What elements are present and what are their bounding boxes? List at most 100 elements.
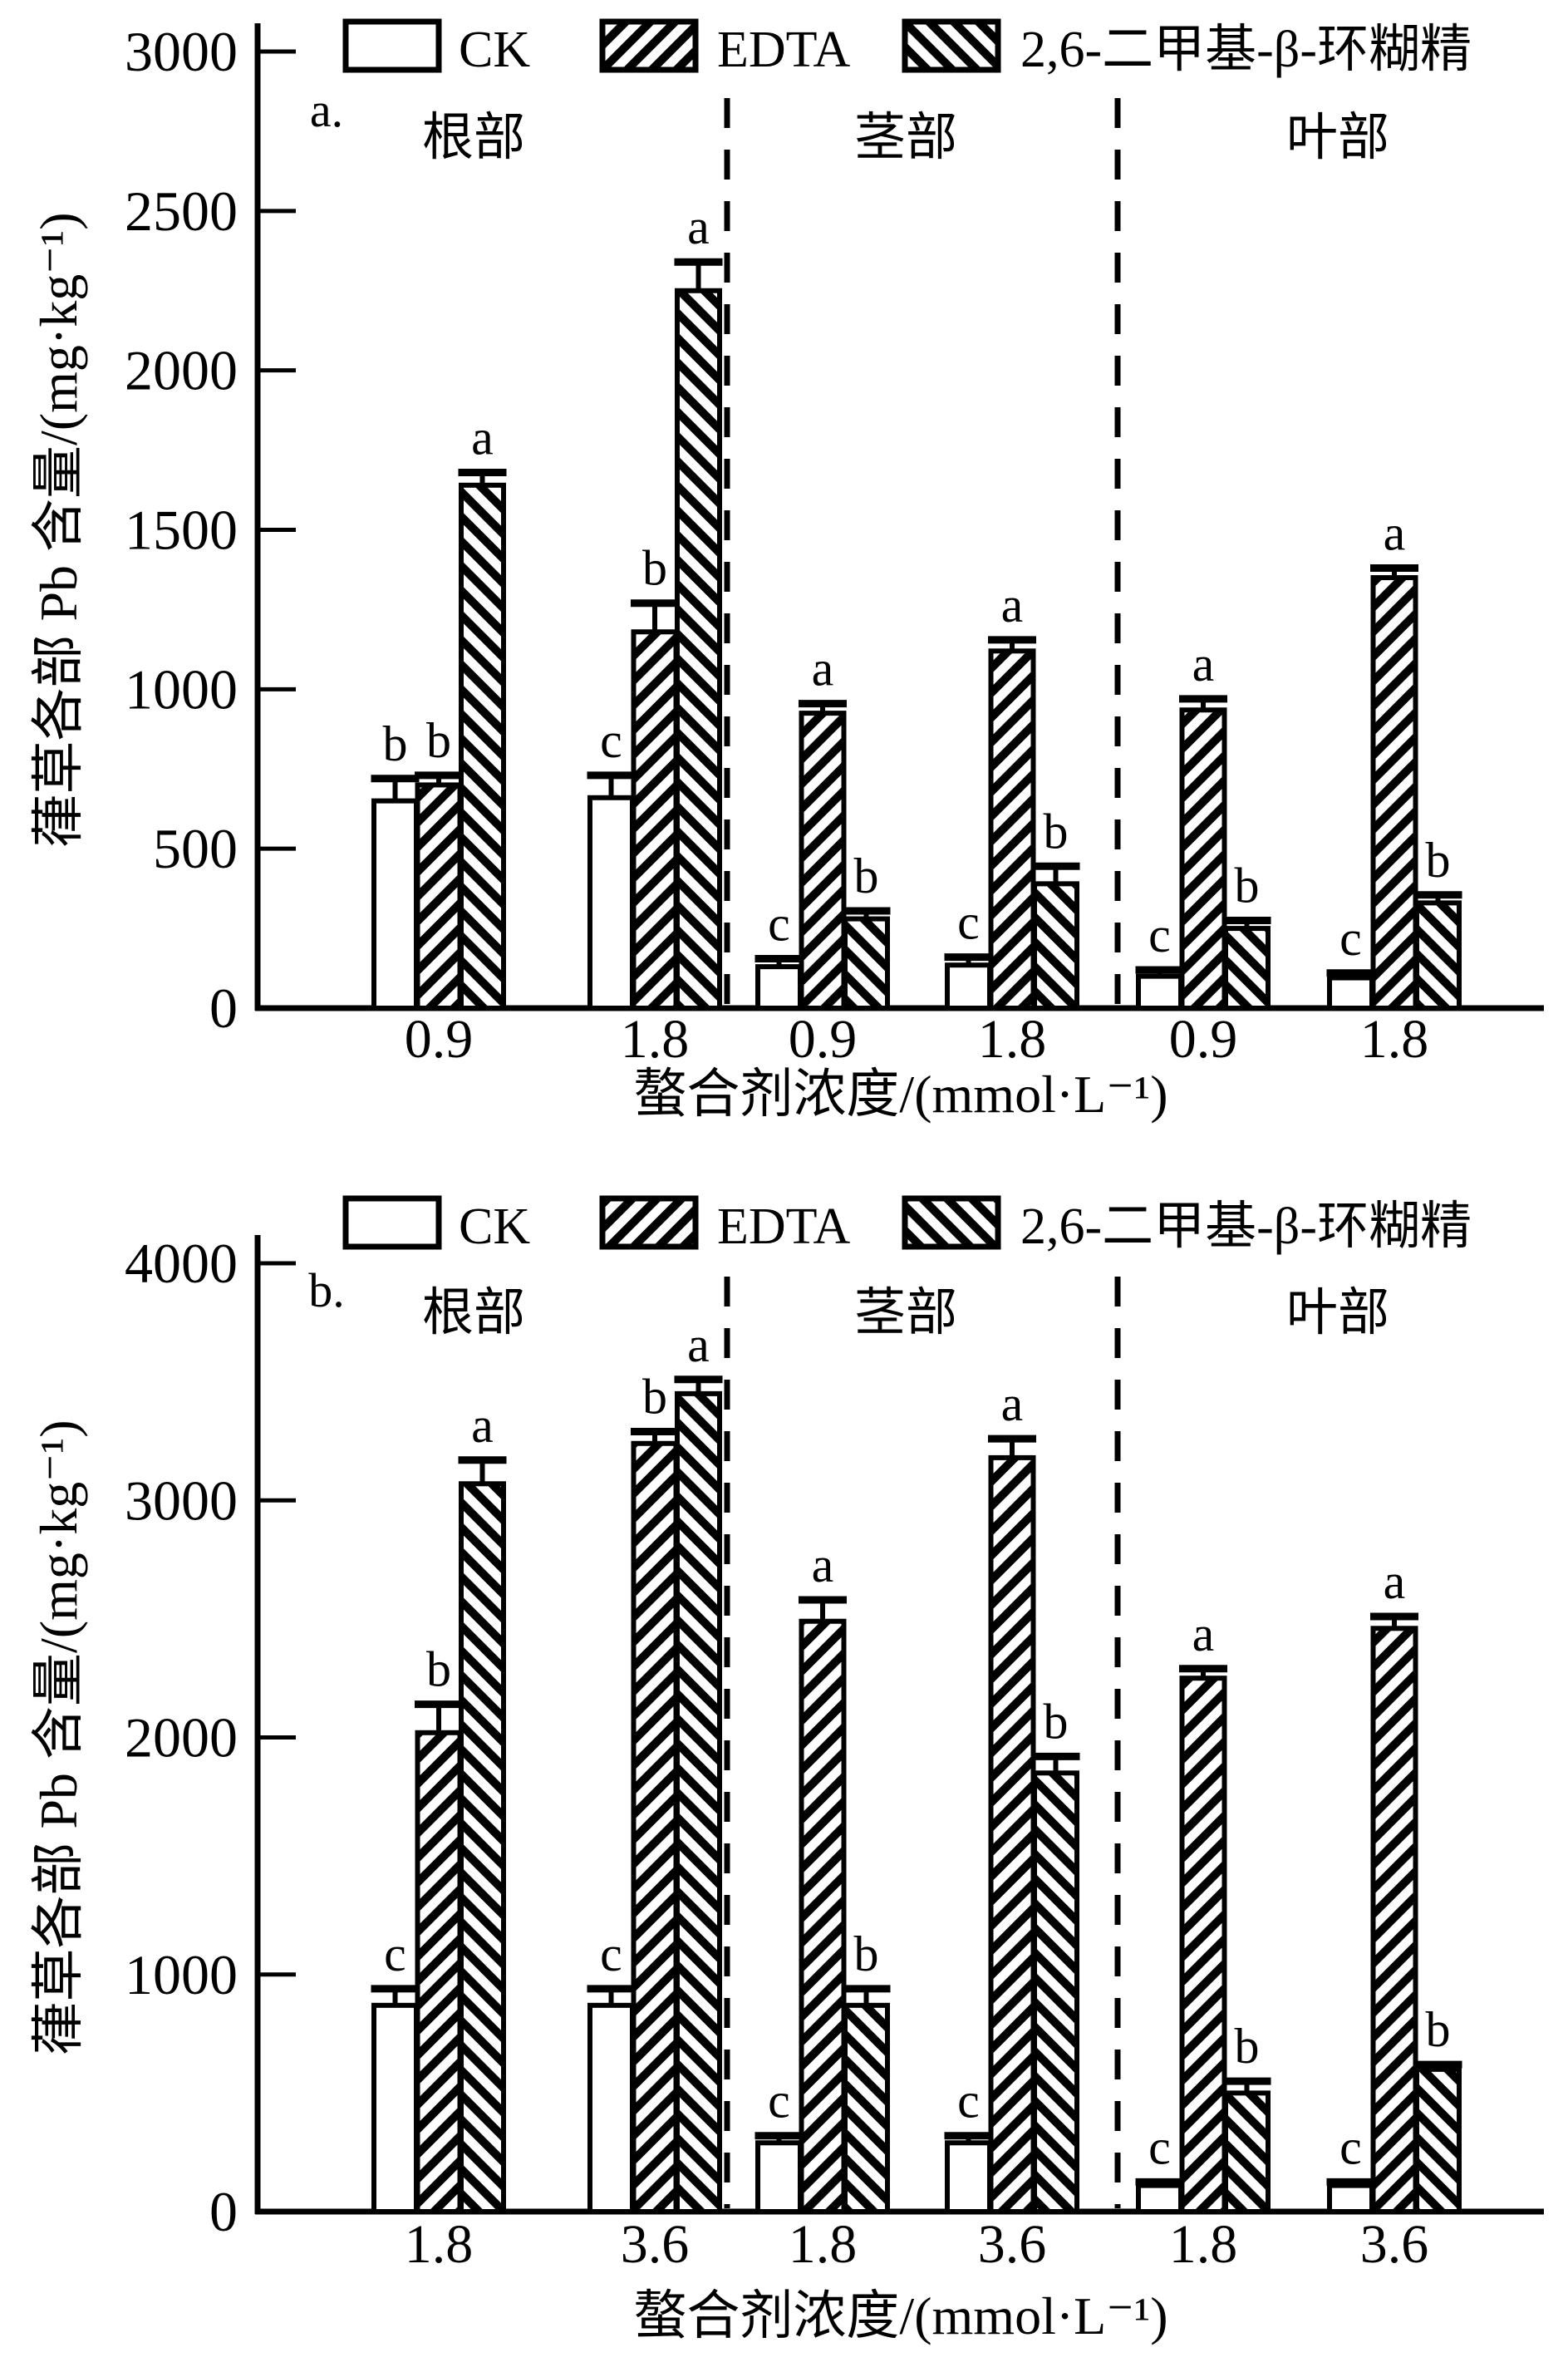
significance-letter: a [1001,1376,1024,1431]
x-axis-title: 螯合剂浓度/(mmol·L⁻¹) [633,1065,1167,1124]
legend-label: EDTA [717,1198,851,1255]
bar [675,288,722,1011]
significance-letter: a [471,1398,494,1453]
y-axis-title: 葎草各部 Pb 含量/(mg·kg⁻¹) [29,1420,88,2055]
significance-letter: a [812,1538,834,1592]
x-tick-label: 1.8 [621,1009,690,1070]
y-tick-label: 1500 [125,499,238,562]
bar [755,964,803,1011]
bar [1223,926,1271,1011]
bar [843,916,890,1011]
bar [415,782,463,1011]
legend-swatch-ck [342,18,442,73]
significance-letter: a [1192,1607,1215,1661]
significance-letter: b [642,541,667,596]
bar [1327,2182,1374,2215]
y-tick-label: 500 [153,817,238,880]
bar [799,1618,847,2214]
section-label: 茎部 [854,1285,957,1341]
bar [631,1440,679,2215]
section-label: 根部 [422,110,525,166]
significance-letter: a [1192,637,1215,691]
bar [945,962,992,1011]
legend-swatch-ck [342,1195,442,1250]
panel-letter: b. [308,1263,345,1317]
significance-letter: c [957,895,980,950]
section-label: 叶部 [1286,1285,1389,1341]
bar [587,2002,635,2215]
x-tick-label: 0.9 [405,1009,474,1070]
bar [1327,975,1374,1011]
section-label: 叶部 [1286,110,1389,166]
x-tick-label: 1.8 [1360,1009,1429,1070]
x-tick-label: 1.8 [1169,2214,1238,2275]
y-tick-label: 2000 [125,1706,238,1769]
y-tick-label: 1000 [125,1943,238,2006]
y-tick-label: 3000 [125,20,238,83]
y-tick-label: 2000 [125,339,238,402]
x-tick-label: 0.9 [1169,1009,1238,1070]
bar [988,648,1036,1011]
bar [755,2140,803,2214]
bar [988,1454,1036,2214]
bar [1032,881,1079,1011]
significance-letter: c [1339,911,1362,966]
significance-letter: c [1148,2119,1171,2174]
bar [371,2002,419,2215]
bar [1032,1770,1079,2214]
bar-chart-b: CK EDTA 2,6-二甲基-β-环糊精 b. 根部 茎部 叶部 0 1000 2000 3000… [29,1195,1544,2345]
bar-chart-a: CK EDTA 2,6-二甲基-β-环糊精 a. 根部 茎部 叶部 0 500 1000 1500 2… [29,18,1544,1124]
x-axis-title: 螯合剂浓度/(mmol·L⁻¹) [633,2286,1167,2345]
significance-letter: a [812,642,834,696]
bar [1414,2066,1462,2214]
significance-letter: b [426,713,451,768]
y-tick-label: 1000 [125,657,238,721]
legend-swatch-edta [599,1195,699,1250]
section-label: 根部 [422,1285,525,1341]
legend-swatch-edta [599,18,699,73]
bar [675,1390,722,2214]
bar [799,711,847,1011]
bar [1223,2090,1271,2214]
y-axis-title: 葎草各部 Pb 含量/(mg·kg⁻¹) [29,212,88,847]
significance-letter: b [854,849,879,903]
significance-letter: b [426,1642,451,1697]
significance-letter: b [1044,804,1069,859]
significance-letter: b [1235,2019,1260,2074]
significance-letter: c [1339,2119,1362,2174]
significance-letter: c [768,897,790,952]
significance-letter: c [1148,908,1171,962]
significance-letter: a [1001,578,1024,632]
significance-letter: a [1384,1554,1406,1609]
y-tick-label: 0 [209,2180,238,2243]
y-tick-label: 2500 [125,180,238,243]
significance-letter: b [1426,2002,1451,2057]
significance-letter: b [383,716,408,771]
bar [415,1730,463,2214]
bar [1370,575,1418,1011]
bar [1370,1626,1418,2214]
bar [587,795,635,1011]
significance-letter: c [600,1927,622,1981]
bar [459,482,506,1011]
bar [945,2140,992,2214]
x-tick-label: 3.6 [978,2214,1047,2275]
significance-letter: b [1426,833,1451,888]
bar [1136,2182,1183,2215]
bar [371,798,419,1011]
y-tick-label: 3000 [125,1469,238,1532]
significance-letter: b [1235,858,1260,913]
panel-letter: a. [310,83,343,137]
bar [459,1481,506,2215]
legend-label: 2,6-二甲基-β-环糊精 [1020,22,1472,78]
significance-letter: c [384,1927,406,1981]
significance-letter: a [471,410,494,465]
significance-letter: a [1384,506,1406,561]
significance-letter: a [687,1317,710,1372]
significance-letter: c [600,713,622,768]
chart-panel-b: CK EDTA 2,6-二甲基-β-环糊精 b. 根部 茎部 叶部 0 1000 2000 3000… [0,1184,1568,2367]
legend-label: 2,6-二甲基-β-环糊精 [1020,1198,1472,1255]
significance-letter: b [1044,1694,1069,1749]
bar [843,2002,890,2215]
y-tick-label: 4000 [125,1232,238,1295]
